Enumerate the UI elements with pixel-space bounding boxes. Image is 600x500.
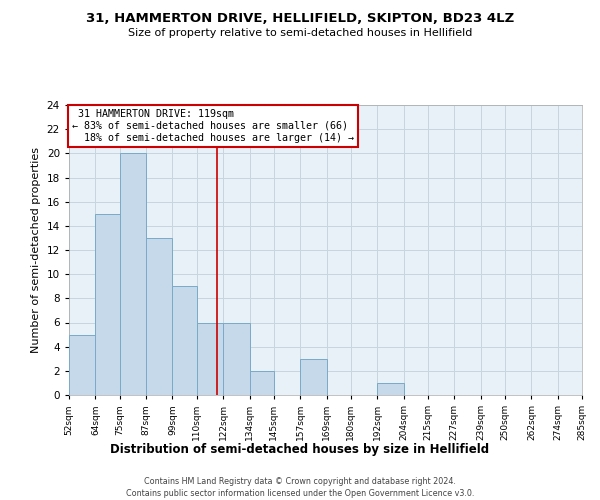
Text: 31 HAMMERTON DRIVE: 119sqm
← 83% of semi-detached houses are smaller (66)
  18% : 31 HAMMERTON DRIVE: 119sqm ← 83% of semi…: [71, 110, 353, 142]
Text: Contains HM Land Registry data © Crown copyright and database right 2024.: Contains HM Land Registry data © Crown c…: [144, 478, 456, 486]
Bar: [223, 322, 250, 395]
Y-axis label: Number of semi-detached properties: Number of semi-detached properties: [31, 147, 41, 353]
Text: Size of property relative to semi-detached houses in Hellifield: Size of property relative to semi-detach…: [128, 28, 472, 38]
Text: 31, HAMMERTON DRIVE, HELLIFIELD, SKIPTON, BD23 4LZ: 31, HAMMERTON DRIVE, HELLIFIELD, SKIPTON…: [86, 12, 514, 26]
Bar: [250, 371, 274, 395]
Bar: [119, 154, 146, 395]
Bar: [95, 214, 119, 395]
Text: Distribution of semi-detached houses by size in Hellifield: Distribution of semi-detached houses by …: [110, 442, 490, 456]
Bar: [69, 334, 95, 395]
Text: Contains public sector information licensed under the Open Government Licence v3: Contains public sector information licen…: [126, 489, 474, 498]
Bar: [377, 383, 404, 395]
Bar: [197, 322, 223, 395]
Bar: [146, 238, 172, 395]
Bar: [300, 359, 326, 395]
Bar: [172, 286, 197, 395]
